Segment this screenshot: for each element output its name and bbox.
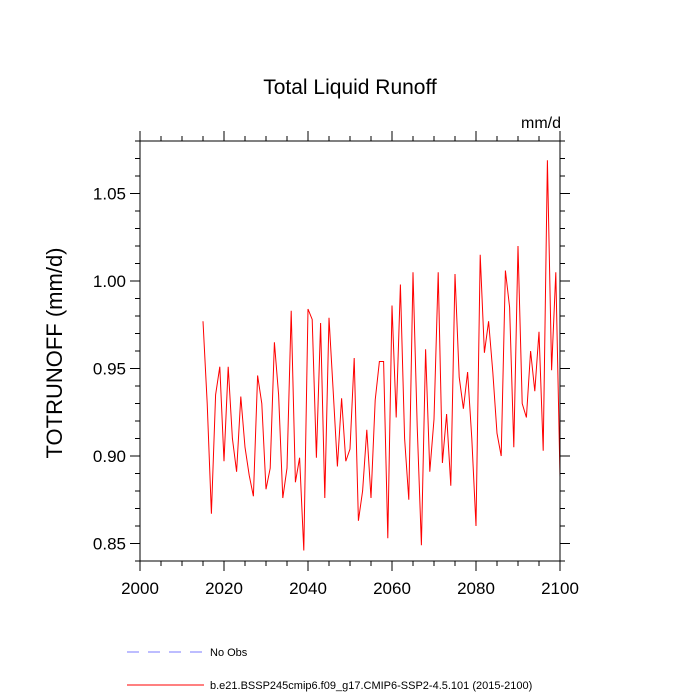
y-tick-label: 0.85 [93, 535, 126, 554]
legend: No Obs b.e21.BSSP245cmip6.f09_g17.CMIP6-… [127, 647, 532, 692]
y-axis-label: TOTRUNOFF (mm/d) [42, 247, 67, 458]
x-tick-label: 2100 [541, 579, 579, 598]
y-tick-label: 0.90 [93, 447, 126, 466]
x-tick-label: 2080 [457, 579, 495, 598]
plot-frame [139, 140, 561, 562]
axis-ticks [130, 131, 570, 571]
y-tick-label: 0.95 [93, 360, 126, 379]
x-tick-label: 2040 [289, 579, 327, 598]
series-line [202, 160, 561, 551]
x-tick-label: 2000 [121, 579, 159, 598]
legend-label-model-run: b.e21.BSSP245cmip6.f09_g17.CMIP6-SSP2-4.… [210, 680, 532, 692]
series-layer [202, 160, 561, 551]
x-tick-label: 2060 [373, 579, 411, 598]
units-label: mm/d [521, 115, 561, 132]
y-tick-label: 1.05 [93, 185, 126, 204]
legend-label-no-obs: No Obs [210, 647, 248, 659]
x-tick-label: 2020 [205, 579, 243, 598]
chart-title: Total Liquid Runoff [263, 76, 437, 99]
axis-tick-labels: 2000 2020 2040 2060 2080 2100 0.85 0.90 0.95 1.00… [93, 185, 579, 599]
y-tick-label: 1.00 [93, 272, 126, 291]
